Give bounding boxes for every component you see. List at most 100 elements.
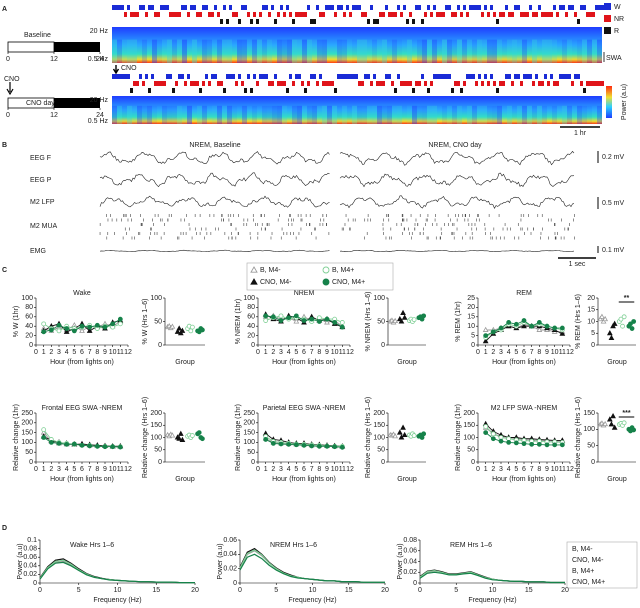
hypnogram-epoch (256, 81, 259, 86)
x-axis-label: Group (607, 359, 627, 366)
hypnogram-epoch (475, 5, 478, 10)
hypnogram-epoch (337, 74, 340, 79)
hypnogram-epoch (358, 5, 361, 10)
y-tick-label: 20 (587, 295, 595, 302)
chart-title: Frontal EEG SWA -NREM (42, 405, 123, 412)
x-tick-label: 12 (124, 466, 132, 473)
spectrogram-stripe (567, 39, 572, 63)
hypnogram-epoch (262, 5, 265, 10)
chart-title: Parietal EEG SWA -NREM (263, 405, 346, 412)
data-point (490, 431, 496, 437)
spectrogram-stripe (357, 105, 362, 124)
stage-swatch (604, 3, 611, 10)
spectrogram-stripe (287, 105, 292, 124)
legend-label: B, M4- (260, 267, 281, 274)
chart-title: Wake Hrs 1–6 (70, 542, 114, 549)
hypnogram-epoch (268, 12, 271, 17)
hypnogram-epoch (313, 19, 316, 24)
hypnogram-epoch (301, 81, 304, 86)
hypnogram-epoch (190, 81, 193, 86)
hypnogram-epoch (352, 5, 355, 10)
hypnogram-epoch (193, 81, 196, 86)
hypnogram-epoch (301, 12, 304, 17)
spectrogram-stripe (512, 39, 517, 63)
hypnogram-epoch (544, 12, 547, 17)
x-tick-label: 6 (80, 466, 84, 473)
hypnogram-epoch (532, 12, 535, 17)
hypnogram-epoch (397, 5, 400, 10)
hypnogram-epoch (448, 74, 451, 79)
hypnogram-epoch (244, 88, 247, 93)
stage-swatch (604, 15, 611, 22)
data-point (176, 435, 183, 441)
spectrogram-stripe (572, 105, 577, 124)
x-tick-label: 9 (325, 466, 329, 473)
data-point (332, 320, 338, 325)
hypnogram-epoch (238, 19, 241, 24)
hypnogram-epoch (121, 5, 124, 10)
hypnogram-epoch (121, 74, 124, 79)
data-point (293, 313, 299, 319)
hypnogram-epoch (361, 12, 364, 17)
y-tick-label: 0 (251, 459, 255, 466)
y-tick-label: 200 (373, 410, 385, 417)
hypnogram-epoch (448, 5, 451, 10)
light-period (7, 41, 55, 53)
x-tick-label: 8 (317, 466, 321, 473)
x-tick-label: 5 (72, 466, 76, 473)
x-tick-label: 8 (537, 466, 541, 473)
spectrogram-stripe (467, 39, 472, 63)
hypnogram-epoch (595, 81, 598, 86)
x-tick-label: 12 (566, 349, 574, 356)
y-tick-label: 0 (381, 342, 385, 349)
hypnogram-epoch (259, 12, 262, 17)
spectrogram-stripe (402, 106, 407, 124)
hypnogram-epoch (547, 81, 550, 86)
hypnogram-epoch (295, 74, 298, 79)
spectrogram-stripe (477, 105, 482, 124)
x-tick-label: 3 (499, 349, 503, 356)
data-point (618, 316, 624, 322)
spectrogram-stripe (272, 39, 277, 63)
data-point (559, 442, 565, 448)
hypnogram-epoch (142, 81, 145, 86)
spectrogram-stripe (202, 105, 207, 124)
hypnogram-epoch (373, 19, 376, 24)
hypnogram-epoch (391, 81, 394, 86)
legend-box (246, 262, 394, 291)
data-point (174, 328, 181, 334)
hypnogram-epoch (511, 81, 514, 86)
hypnogram-epoch (457, 81, 460, 86)
spectrogram-stripe (182, 105, 187, 124)
hypnogram-epoch (268, 81, 271, 86)
data-point (506, 320, 512, 325)
hypnogram-epoch (577, 19, 580, 24)
hypnogram-epoch (256, 19, 259, 24)
spectrogram-stripe (587, 39, 592, 63)
hypnogram-epoch (142, 5, 145, 10)
x-tick-label: 7 (310, 466, 314, 473)
hypnogram-epoch (250, 88, 253, 93)
x-tick-label: 2 (49, 349, 53, 356)
x-tick-label: 2 (271, 466, 275, 473)
x-axis-label: Hour (from lights on) (492, 476, 556, 483)
data-point (498, 438, 504, 444)
hypnogram-epoch (145, 74, 148, 79)
hypnogram-epoch (349, 12, 352, 17)
data-point (94, 322, 100, 328)
y-tick-label: 50 (377, 447, 385, 454)
amplitude-scale-label: 0.1 mV (602, 247, 625, 254)
spectrogram-stripe (387, 39, 392, 63)
x-tick-label: 0 (476, 466, 480, 473)
hypnogram-epoch (172, 12, 175, 17)
x-tick-label: 9 (545, 466, 549, 473)
data-point (117, 444, 123, 450)
y-tick-label: 0.06 (23, 554, 37, 561)
data-point (628, 321, 633, 327)
y-tick-label: 100 (243, 439, 255, 446)
spectrogram-stripe (157, 106, 162, 124)
data-point (608, 421, 615, 427)
spectrogram-stripe (412, 105, 417, 124)
y-tick-label: 250 (243, 410, 255, 417)
hypnogram-epoch (232, 12, 235, 17)
